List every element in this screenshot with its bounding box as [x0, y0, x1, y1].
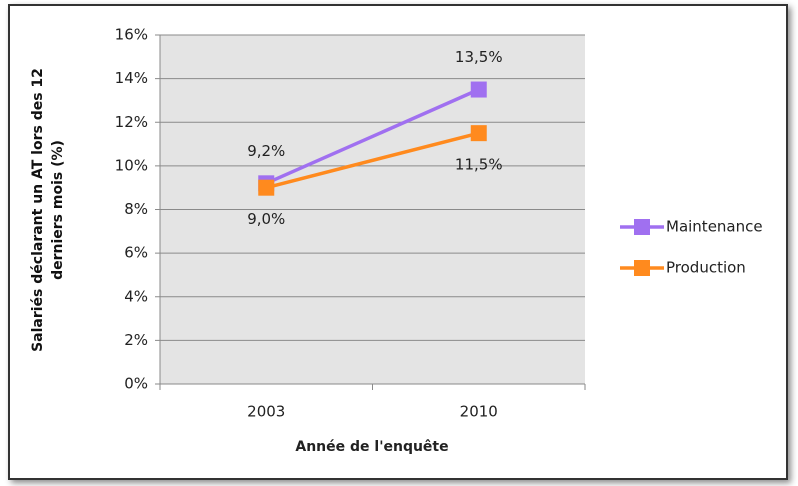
- x-axis-title: Année de l'enquête: [295, 439, 448, 455]
- point-marker: [258, 179, 275, 196]
- point-marker: [470, 125, 487, 142]
- legend-label: Maintenance: [666, 218, 763, 236]
- point-marker: [470, 81, 487, 98]
- legend-marker: [634, 260, 650, 276]
- data-label: 9,0%: [247, 210, 285, 228]
- y-tick-label: 0%: [124, 375, 148, 393]
- x-tick-label: 2003: [247, 403, 285, 421]
- y-tick-label: 2%: [124, 331, 148, 349]
- y-tick-label: 6%: [124, 244, 148, 262]
- y-tick-label: 12%: [115, 113, 148, 131]
- series-line: [265, 131, 480, 190]
- data-label: 11,5%: [455, 156, 503, 174]
- x-tick-label: 2010: [460, 403, 498, 421]
- data-label: 13,5%: [455, 48, 503, 66]
- data-label: 9,2%: [247, 142, 285, 160]
- legend-label: Production: [666, 259, 746, 277]
- y-tick-label: 16%: [115, 26, 148, 44]
- y-tick-label: 10%: [115, 156, 148, 174]
- series-line: [265, 87, 480, 185]
- legend-marker: [634, 219, 650, 235]
- y-tick-label: 14%: [115, 69, 148, 87]
- y-axis-title: Salariés déclarant un AT lors des 12 der…: [30, 68, 66, 352]
- y-tick-label: 4%: [124, 287, 148, 305]
- y-tick-label: 8%: [124, 200, 148, 218]
